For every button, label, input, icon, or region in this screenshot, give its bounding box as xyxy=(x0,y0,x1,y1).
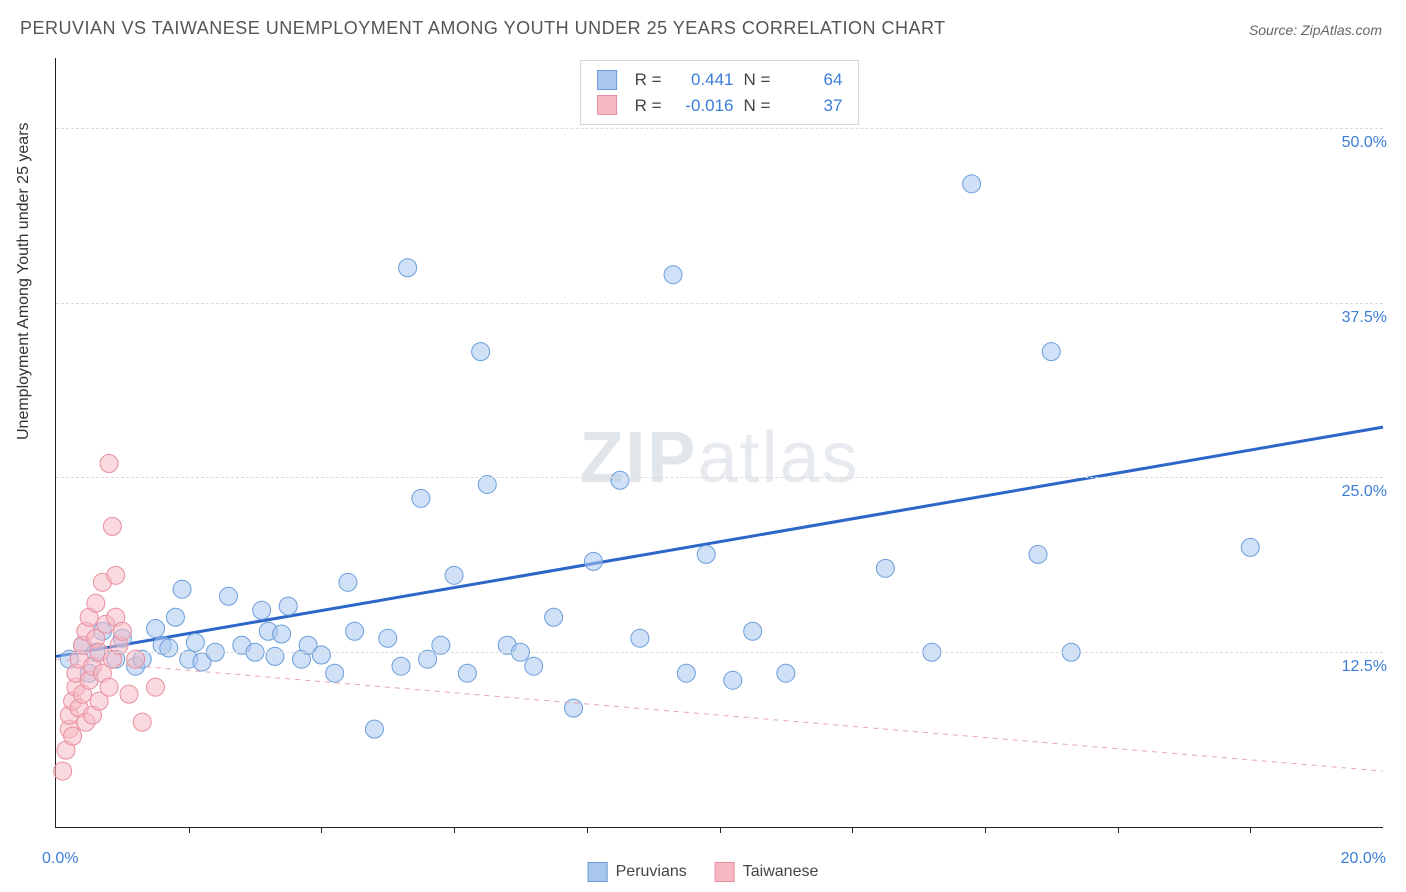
y-tick-label: 50.0% xyxy=(1342,134,1387,152)
point-taiwanese xyxy=(120,685,138,703)
point-peruvians xyxy=(173,580,191,598)
point-taiwanese xyxy=(147,678,165,696)
point-taiwanese xyxy=(113,622,131,640)
x-tick xyxy=(985,827,986,833)
point-taiwanese xyxy=(100,678,118,696)
point-peruvians xyxy=(611,471,629,489)
x-tick xyxy=(720,827,721,833)
point-peruvians xyxy=(963,175,981,193)
x-tick xyxy=(321,827,322,833)
y-tick-label: 25.0% xyxy=(1342,483,1387,501)
grid-line xyxy=(56,652,1383,653)
point-peruvians xyxy=(279,597,297,615)
legend-label-peruvians: Peruvians xyxy=(616,863,687,881)
point-peruvians xyxy=(458,664,476,682)
point-peruvians xyxy=(664,266,682,284)
x-tick xyxy=(587,827,588,833)
point-peruvians xyxy=(312,646,330,664)
point-peruvians xyxy=(273,625,291,643)
point-peruvians xyxy=(1241,538,1259,556)
x-origin-label: 0.0% xyxy=(42,850,78,868)
point-taiwanese xyxy=(100,454,118,472)
legend-item-peruvians: Peruvians xyxy=(588,862,687,882)
point-taiwanese xyxy=(107,566,125,584)
point-peruvians xyxy=(166,608,184,626)
trend-line-taiwanese xyxy=(56,659,1383,771)
point-peruvians xyxy=(412,489,430,507)
x-tick xyxy=(852,827,853,833)
point-peruvians xyxy=(677,664,695,682)
point-peruvians xyxy=(399,259,417,277)
y-tick-label: 37.5% xyxy=(1342,309,1387,327)
point-peruvians xyxy=(445,566,463,584)
source-label: Source: ZipAtlas.com xyxy=(1249,22,1382,38)
chart-title: PERUVIAN VS TAIWANESE UNEMPLOYMENT AMONG… xyxy=(20,18,946,39)
point-peruvians xyxy=(379,629,397,647)
bottom-legend: Peruvians Taiwanese xyxy=(588,862,819,882)
point-peruvians xyxy=(253,601,271,619)
scatter-svg xyxy=(56,58,1383,827)
point-taiwanese xyxy=(64,727,82,745)
legend-item-taiwanese: Taiwanese xyxy=(715,862,819,882)
swatch-taiwanese xyxy=(715,862,735,882)
trend-line-peruvians xyxy=(56,427,1383,656)
swatch-peruvians xyxy=(588,862,608,882)
point-peruvians xyxy=(1042,343,1060,361)
point-peruvians xyxy=(266,647,284,665)
point-peruvians xyxy=(525,657,543,675)
point-peruvians xyxy=(876,559,894,577)
y-tick-label: 12.5% xyxy=(1342,658,1387,676)
point-peruvians xyxy=(186,633,204,651)
point-peruvians xyxy=(584,552,602,570)
point-peruvians xyxy=(697,545,715,563)
point-peruvians xyxy=(744,622,762,640)
point-peruvians xyxy=(392,657,410,675)
grid-line xyxy=(56,303,1383,304)
grid-line xyxy=(56,477,1383,478)
plot-area: ZIPatlas R = 0.441 N = 64 R = -0.016 N =… xyxy=(55,58,1383,828)
point-peruvians xyxy=(339,573,357,591)
point-peruvians xyxy=(147,619,165,637)
point-peruvians xyxy=(326,664,344,682)
point-peruvians xyxy=(545,608,563,626)
x-tick xyxy=(1118,827,1119,833)
point-taiwanese xyxy=(54,762,72,780)
x-max-label: 20.0% xyxy=(1341,850,1386,868)
point-peruvians xyxy=(220,587,238,605)
point-peruvians xyxy=(1029,545,1047,563)
point-taiwanese xyxy=(103,517,121,535)
x-tick xyxy=(454,827,455,833)
point-peruvians xyxy=(777,664,795,682)
point-taiwanese xyxy=(87,594,105,612)
x-tick xyxy=(1250,827,1251,833)
point-peruvians xyxy=(472,343,490,361)
point-peruvians xyxy=(724,671,742,689)
y-axis-label: Unemployment Among Youth under 25 years xyxy=(15,122,33,440)
point-taiwanese xyxy=(133,713,151,731)
point-peruvians xyxy=(631,629,649,647)
grid-line xyxy=(56,128,1383,129)
point-peruvians xyxy=(365,720,383,738)
legend-label-taiwanese: Taiwanese xyxy=(743,863,819,881)
point-peruvians xyxy=(346,622,364,640)
point-peruvians xyxy=(160,639,178,657)
x-tick xyxy=(189,827,190,833)
